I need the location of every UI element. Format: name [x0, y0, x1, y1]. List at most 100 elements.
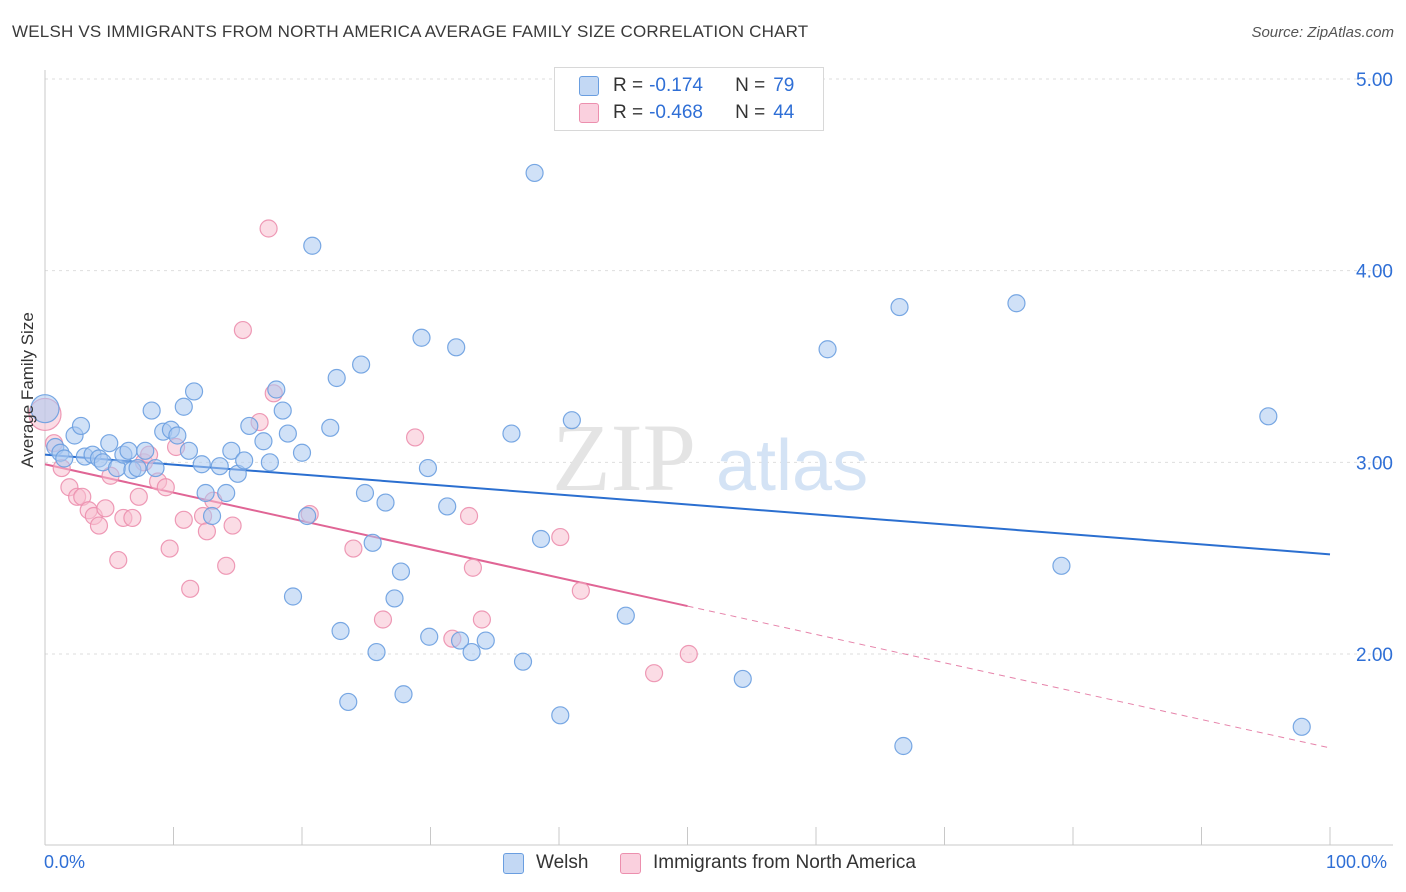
legend-row-immigrants: R = -0.468 N = 44 — [579, 101, 794, 125]
welsh-point — [376, 493, 395, 512]
welsh-point — [447, 338, 466, 357]
legend-r-label: R = — [613, 102, 644, 123]
welsh-point — [562, 411, 581, 430]
welsh-point — [174, 397, 193, 416]
y-axis-label: Average Family Size — [18, 312, 37, 468]
immigrants-point — [129, 487, 148, 506]
welsh-point — [502, 424, 521, 443]
immigrants-point — [181, 579, 200, 598]
x-tick-label-max: 100.0% — [1326, 852, 1388, 872]
immigrants-point — [259, 219, 278, 238]
watermark: ZIP atlas — [552, 404, 868, 511]
welsh-point — [179, 441, 199, 460]
welsh-point — [142, 401, 161, 420]
y-tick-label: 5.00 — [1356, 70, 1393, 91]
welsh-point — [278, 424, 297, 443]
welsh-point — [394, 685, 413, 704]
immigrants-point — [472, 610, 491, 629]
welsh-point — [733, 669, 752, 689]
welsh-point — [412, 328, 431, 347]
immigrants-point — [344, 539, 363, 558]
legend-r-value: -0.468 — [649, 102, 703, 123]
welsh-point — [1292, 717, 1311, 736]
legend-r-label: R = — [613, 75, 644, 96]
welsh-point — [531, 529, 551, 549]
welsh-swatch — [503, 852, 524, 874]
welsh-point — [1259, 407, 1278, 426]
legend-n-label: N = — [735, 102, 766, 123]
welsh-point — [146, 458, 165, 478]
immigrants-point — [160, 539, 179, 558]
grid-lines — [45, 78, 1393, 655]
welsh-point — [210, 457, 229, 476]
welsh-label: Welsh — [536, 852, 589, 873]
welsh-point — [283, 587, 303, 606]
immigrants-point — [644, 664, 664, 683]
immigrants-point — [123, 508, 142, 528]
welsh-point — [367, 642, 386, 662]
immigrants-point — [551, 527, 570, 547]
welsh-point — [476, 631, 495, 650]
welsh-point — [894, 736, 913, 756]
immigrants-trend-extension — [687, 605, 1331, 749]
welsh-point — [321, 418, 340, 437]
legend-swatch-immigrants — [579, 103, 599, 123]
immigrants-point — [679, 644, 698, 664]
welsh-point — [128, 458, 147, 478]
immigrants-point — [373, 610, 393, 629]
immigrants-point — [156, 478, 175, 497]
welsh-point — [890, 297, 909, 317]
welsh-point — [352, 355, 371, 374]
welsh-point — [273, 401, 292, 420]
welsh-point — [136, 441, 155, 460]
welsh-point — [1052, 556, 1071, 575]
welsh-point — [355, 483, 375, 503]
welsh-point — [385, 589, 404, 608]
welsh-point — [363, 533, 382, 552]
watermark-atlas: atlas — [716, 426, 868, 506]
immigrants-point — [96, 499, 115, 518]
immigrants-point — [463, 558, 483, 577]
immigrants-point — [459, 506, 479, 526]
welsh-point — [339, 692, 358, 712]
welsh-point — [391, 562, 411, 581]
series-legend: Welsh Immigrants from North America — [0, 852, 1406, 878]
welsh-point — [438, 497, 457, 516]
immigrants-point — [89, 516, 109, 535]
welsh-point — [217, 483, 236, 503]
welsh-point — [71, 416, 91, 436]
legend-row-welsh: R = -0.174 N = 79 — [579, 74, 794, 98]
immigrants-swatch — [620, 852, 641, 874]
welsh-point — [513, 652, 533, 671]
immigrants-point — [233, 320, 252, 340]
y-tick-labels: 5.00 4.00 3.00 2.00 — [1356, 70, 1393, 666]
welsh-point — [303, 236, 322, 255]
legend-swatch-welsh — [579, 76, 599, 96]
immigrants-point — [109, 550, 128, 570]
welsh-point — [1007, 294, 1026, 313]
welsh-point — [616, 606, 635, 625]
welsh-point — [100, 434, 119, 453]
welsh-point — [260, 453, 279, 472]
legend-r-value: -0.174 — [649, 75, 703, 96]
correlation-legend: R = -0.174 N = 79 R = -0.468 N = 44 — [554, 67, 824, 131]
series-legend-immigrants: Immigrants from North America — [620, 852, 916, 874]
welsh-point — [235, 451, 254, 470]
axes — [44, 70, 1393, 846]
welsh-point — [450, 631, 470, 650]
immigrants-point — [217, 556, 236, 575]
welsh-point — [292, 443, 312, 462]
welsh-trend-line — [44, 453, 1331, 556]
welsh-point — [525, 163, 544, 183]
immigrants-label: Immigrants from North America — [653, 852, 916, 873]
legend-n-label: N = — [735, 75, 766, 96]
welsh-point — [462, 642, 481, 662]
x-tick-label-min: 0.0% — [44, 852, 86, 872]
welsh-point — [327, 368, 346, 388]
chart-title: WELSH VS IMMIGRANTS FROM NORTH AMERICA A… — [12, 22, 809, 41]
source-label: Source: ZipAtlas.com — [1251, 24, 1394, 41]
welsh-point — [551, 706, 570, 725]
immigrants-point — [197, 522, 217, 541]
welsh-point — [202, 506, 222, 526]
